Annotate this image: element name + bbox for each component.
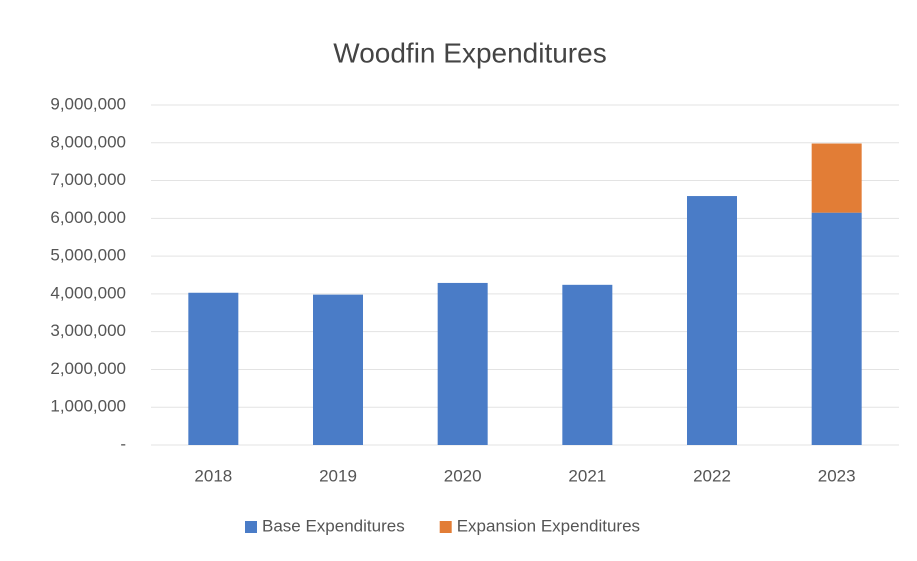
legend-label: Base Expenditures	[262, 516, 405, 535]
legend-swatch	[245, 521, 257, 533]
y-tick-label: 5,000,000	[50, 246, 126, 265]
y-tick-label: 6,000,000	[50, 208, 126, 227]
y-tick-label: 1,000,000	[50, 397, 126, 416]
bar-segment	[313, 294, 363, 445]
bar-segment	[188, 292, 239, 445]
bar-segment	[562, 284, 613, 445]
y-tick-label: 3,000,000	[50, 321, 126, 340]
bar-segment	[437, 282, 488, 445]
legend-swatch	[439, 521, 452, 533]
bar-segment	[811, 212, 862, 445]
bar-segment	[811, 143, 862, 213]
x-tick-label: 2019	[319, 466, 357, 485]
y-tick-label: 7,000,000	[50, 170, 126, 189]
chart-title: Woodfin Expenditures	[333, 37, 606, 68]
x-tick-label: 2018	[194, 466, 232, 485]
y-tick-label: -	[120, 434, 126, 453]
x-tick-label: 2022	[693, 466, 731, 485]
x-tick-label: 2020	[444, 466, 482, 485]
y-tick-label: 9,000,000	[50, 94, 126, 113]
x-tick-label: 2023	[818, 466, 856, 485]
y-tick-label: 2,000,000	[50, 359, 126, 378]
x-tick-label: 2021	[568, 466, 606, 485]
y-tick-label: 8,000,000	[50, 132, 126, 151]
bar-segment	[687, 196, 737, 445]
legend-label: Expansion Expenditures	[457, 516, 640, 535]
y-tick-label: 4,000,000	[50, 283, 126, 302]
